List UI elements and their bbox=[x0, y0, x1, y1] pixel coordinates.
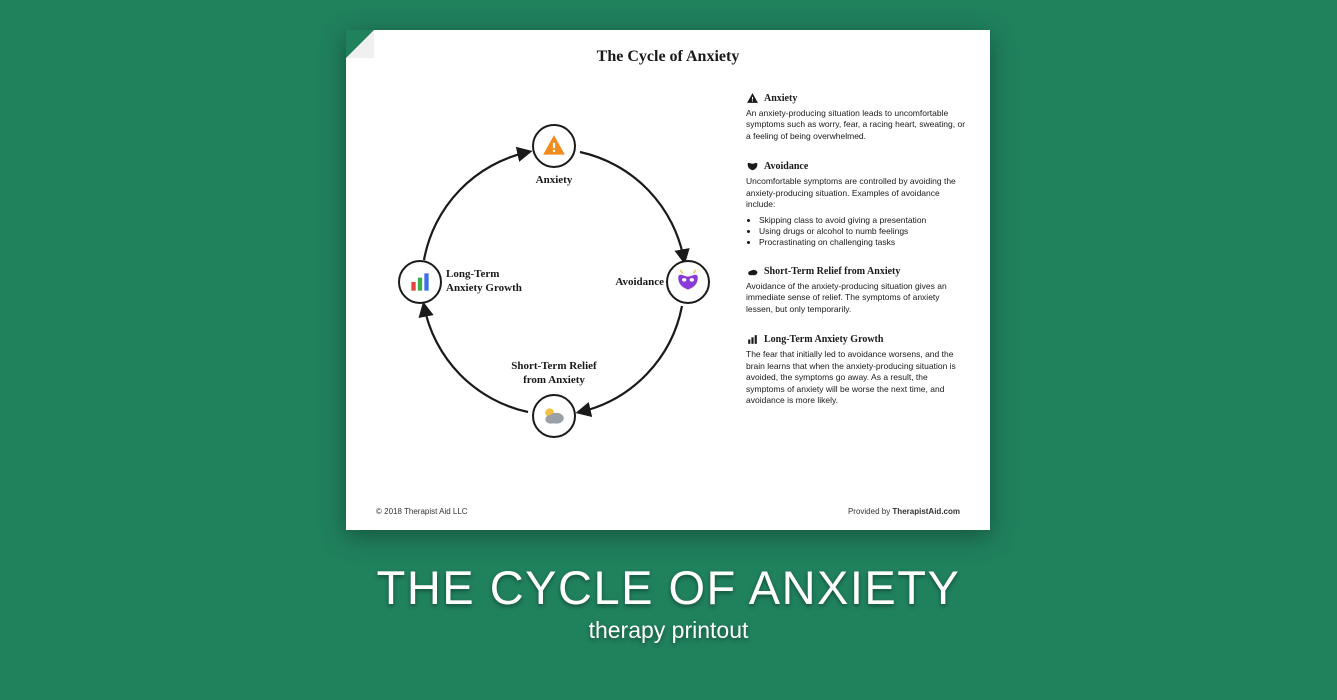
node-anxiety bbox=[532, 124, 576, 168]
node-growth bbox=[398, 260, 442, 304]
section-anxiety-title: Anxiety bbox=[764, 93, 797, 104]
copyright-text: © 2018 Therapist Aid LLC bbox=[376, 507, 468, 516]
document-footer: © 2018 Therapist Aid LLC Provided by The… bbox=[376, 507, 960, 516]
provided-by-text: Provided by TherapistAid.com bbox=[848, 507, 960, 516]
node-growth-label: Long-TermAnxiety Growth bbox=[446, 268, 536, 296]
section-avoidance-body: Uncomfortable symptoms are controlled by… bbox=[746, 176, 968, 210]
warning-icon bbox=[541, 133, 567, 159]
mask-icon bbox=[675, 269, 701, 295]
node-avoidance bbox=[666, 260, 710, 304]
section-anxiety: Anxiety An anxiety-producing situation l… bbox=[746, 92, 968, 142]
section-avoidance-title: Avoidance bbox=[764, 161, 808, 172]
section-avoidance: Avoidance Uncomfortable symptoms are con… bbox=[746, 160, 968, 246]
section-avoidance-bullets: Skipping class to avoid giving a present… bbox=[759, 215, 968, 247]
node-relief bbox=[532, 394, 576, 438]
section-growth: Long-Term Anxiety Growth The fear that i… bbox=[746, 333, 968, 406]
section-growth-body: The fear that initially led to avoidance… bbox=[746, 349, 968, 406]
list-item: Using drugs or alcohol to numb feelings bbox=[759, 226, 968, 236]
warning-icon bbox=[746, 92, 759, 105]
node-avoidance-label: Avoidance bbox=[604, 276, 664, 290]
banner: THE CYCLE OF ANXIETY therapy printout bbox=[0, 560, 1337, 644]
section-relief: Short-Term Relief from Anxiety Avoidance… bbox=[746, 265, 968, 315]
bar-chart-icon bbox=[746, 333, 759, 346]
section-growth-title: Long-Term Anxiety Growth bbox=[764, 334, 883, 345]
list-item: Skipping class to avoid giving a present… bbox=[759, 215, 968, 225]
weather-icon bbox=[746, 265, 759, 278]
document-page: The Cycle of Anxiety Anxiety Avoidanc bbox=[346, 30, 990, 530]
mask-icon bbox=[746, 160, 759, 173]
weather-icon bbox=[541, 403, 567, 429]
document-title: The Cycle of Anxiety bbox=[346, 48, 990, 66]
node-anxiety-label: Anxiety bbox=[524, 174, 584, 188]
list-item: Procrastinating on challenging tasks bbox=[759, 237, 968, 247]
section-relief-title: Short-Term Relief from Anxiety bbox=[764, 266, 900, 277]
bar-chart-icon bbox=[407, 269, 433, 295]
section-anxiety-body: An anxiety-producing situation leads to … bbox=[746, 108, 968, 142]
banner-title: THE CYCLE OF ANXIETY bbox=[0, 560, 1337, 615]
cycle-diagram: Anxiety Avoidance Short-Term Relieffrom … bbox=[384, 90, 724, 470]
node-relief-label: Short-Term Relieffrom Anxiety bbox=[499, 360, 609, 388]
page-fold-corner bbox=[346, 30, 374, 58]
banner-subtitle: therapy printout bbox=[0, 617, 1337, 644]
descriptions-column: Anxiety An anxiety-producing situation l… bbox=[746, 92, 968, 425]
section-relief-body: Avoidance of the anxiety-producing situa… bbox=[746, 281, 968, 315]
